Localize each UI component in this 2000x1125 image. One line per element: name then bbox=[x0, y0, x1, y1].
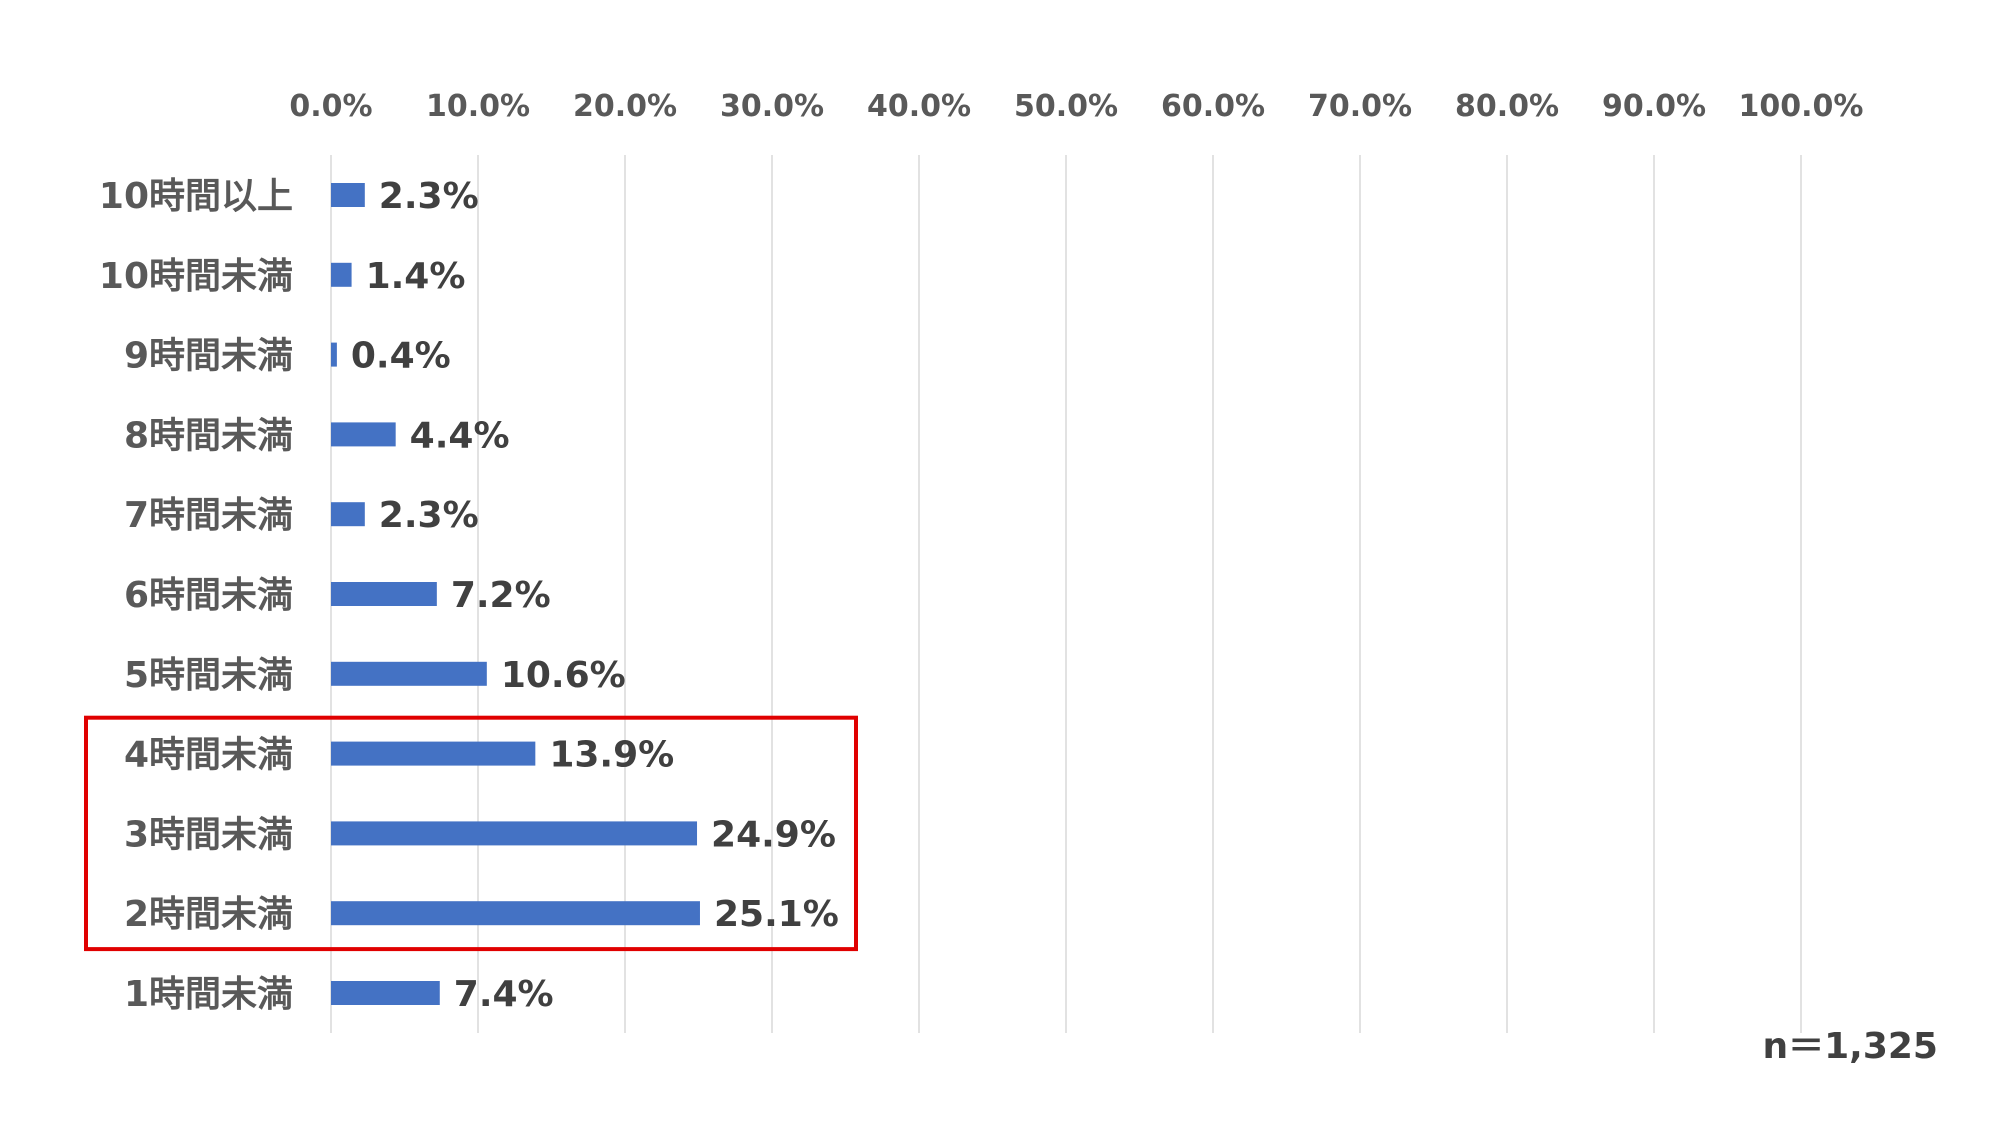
data-label: 24.9% bbox=[711, 814, 836, 855]
bar bbox=[331, 262, 352, 287]
highlight-group bbox=[84, 715, 858, 952]
bar bbox=[331, 741, 536, 766]
category-label: 3時間未満 bbox=[124, 814, 293, 855]
data-label: 4.4% bbox=[410, 415, 510, 456]
data-label: 10.6% bbox=[501, 655, 626, 696]
highlight-box bbox=[84, 715, 858, 952]
x-tick-label: 10.0% bbox=[426, 89, 530, 124]
sample-size-note: n＝1,325 bbox=[1762, 1026, 1938, 1067]
data-label: 7.4% bbox=[454, 974, 554, 1015]
bar bbox=[331, 821, 698, 846]
data-label: 2.3% bbox=[379, 495, 479, 536]
category-label: 10時間以上 bbox=[99, 176, 293, 217]
data-label: 1.4% bbox=[366, 256, 466, 297]
bar bbox=[331, 981, 440, 1005]
category-label: 4時間未満 bbox=[124, 735, 293, 776]
data-label: 2.3% bbox=[379, 176, 479, 217]
gridlines bbox=[330, 155, 1802, 1033]
x-tick-label: 50.0% bbox=[1014, 89, 1118, 124]
bar bbox=[331, 342, 337, 367]
category-label: 10時間未満 bbox=[99, 256, 293, 297]
bar bbox=[331, 582, 437, 606]
data-label: 13.9% bbox=[549, 735, 674, 776]
bar bbox=[331, 661, 487, 686]
category-label: 8時間未満 bbox=[124, 415, 293, 456]
x-tick-label: 40.0% bbox=[867, 89, 971, 124]
bar bbox=[331, 422, 396, 447]
x-tick-label: 30.0% bbox=[720, 89, 824, 124]
x-tick-label: 0.0% bbox=[289, 89, 372, 124]
x-tick-label: 20.0% bbox=[573, 89, 677, 124]
category-label: 5時間未満 bbox=[124, 655, 293, 696]
x-tick-label: 70.0% bbox=[1308, 89, 1412, 124]
x-tick-label: 60.0% bbox=[1161, 89, 1265, 124]
data-label: 25.1% bbox=[714, 894, 839, 935]
bar bbox=[331, 502, 365, 527]
data-label: 7.2% bbox=[451, 575, 551, 616]
value-labels: 2.3% 1.4% 0.4% 4.4% 2.3% 7.2% 10.6% 13.9% 24.9% 2… bbox=[351, 176, 839, 1015]
data-label: 0.4% bbox=[351, 336, 451, 377]
bars bbox=[331, 183, 700, 1005]
x-axis-ticks: 0.0% 10.0% 20.0% 30.0% 40.0% 50.0% 60.0% 70.0% 8… bbox=[289, 89, 1863, 124]
x-tick-label: 90.0% bbox=[1602, 89, 1706, 124]
x-tick-label: 80.0% bbox=[1455, 89, 1559, 124]
category-label: 2時間未満 bbox=[124, 894, 293, 935]
category-label: 6時間未満 bbox=[124, 575, 293, 616]
x-tick-label: 100.0% bbox=[1739, 89, 1864, 124]
category-label: 7時間未満 bbox=[124, 495, 293, 536]
category-label: 1時間未満 bbox=[124, 974, 293, 1015]
bar bbox=[331, 901, 700, 926]
category-labels: 10時間以上 10時間未満 9時間未満 8時間未満 7時間未満 6時間未満 5時間未満 4時間… bbox=[99, 176, 293, 1015]
bar bbox=[331, 183, 365, 207]
category-label: 9時間未満 bbox=[124, 336, 293, 377]
